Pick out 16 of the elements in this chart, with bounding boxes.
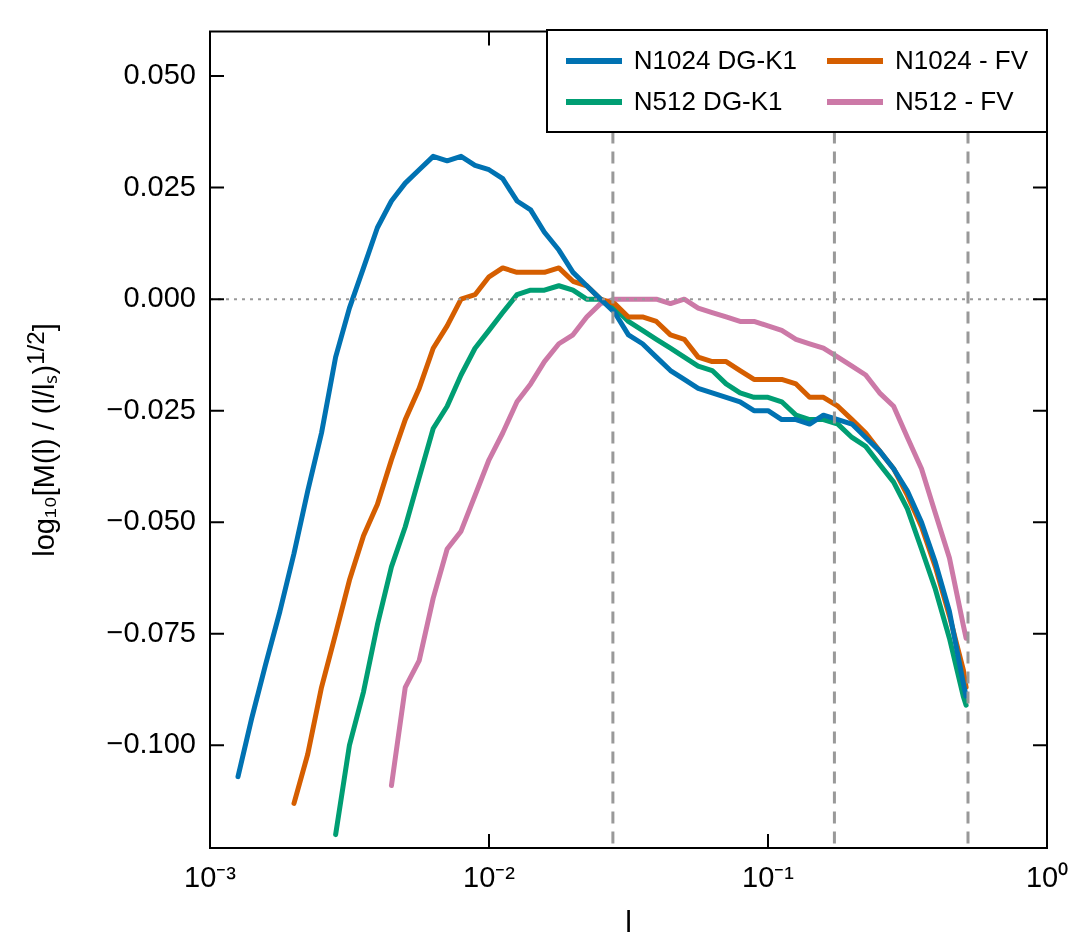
y-tick-label: 0.025 <box>123 169 196 202</box>
y-tick-label: −0.075 <box>106 615 196 648</box>
x-axis-title: l <box>625 905 632 939</box>
y-tick-label: 0.000 <box>123 281 196 314</box>
x-tick-label: 10⁰ <box>1025 861 1069 894</box>
y-tick-label: −0.100 <box>106 727 196 760</box>
y-tick-label: 0.050 <box>123 58 196 91</box>
y-tick-label: −0.050 <box>106 504 196 537</box>
x-tick-label: 10⁻³ <box>184 861 237 894</box>
legend-label: N512 - FV <box>895 86 1014 118</box>
x-tick-label: 10⁻² <box>463 861 516 894</box>
legend-label: N512 DG-K1 <box>633 86 783 118</box>
x-tick-label: 10⁻¹ <box>742 861 795 894</box>
legend-label: N1024 DG-K1 <box>633 45 798 77</box>
legend-label: N1024 - FV <box>895 45 1028 77</box>
y-tick-label: −0.025 <box>106 392 196 425</box>
